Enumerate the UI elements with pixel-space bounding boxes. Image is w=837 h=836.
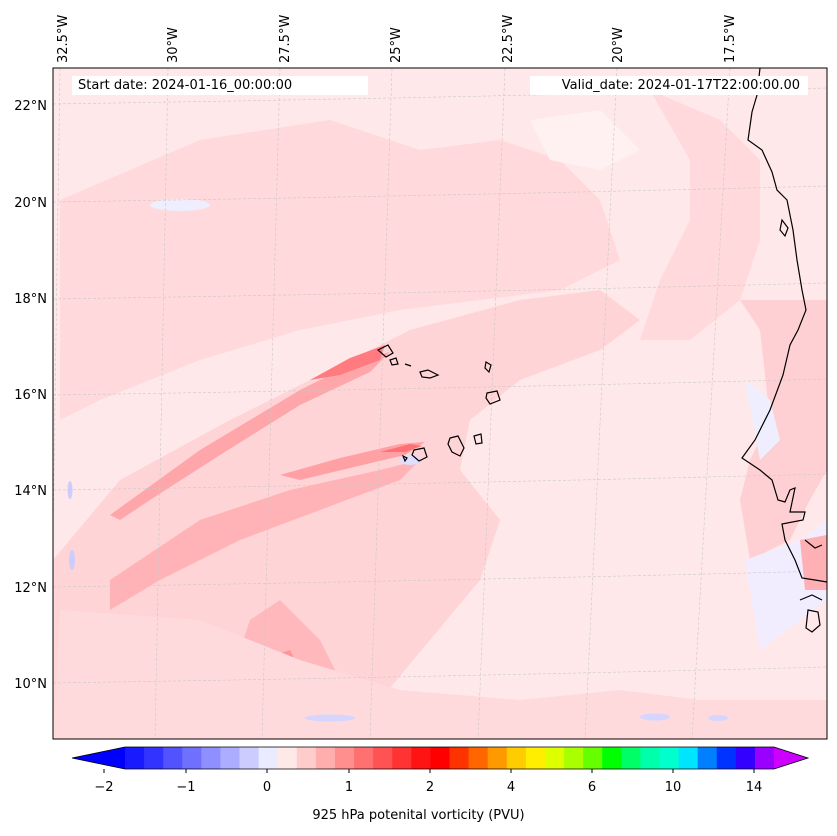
pv-contours (53, 90, 827, 739)
colorbar-cell (163, 747, 183, 769)
colorbar-cell (525, 747, 546, 769)
colorbar-cell (449, 747, 470, 769)
colorbar-tick-label: 0 (263, 780, 271, 795)
colorbar-cell (354, 747, 374, 769)
africa-coastline (741, 68, 827, 583)
map-frame (52, 67, 828, 740)
lon-label: 20°W (611, 27, 626, 63)
colorbar-tick-label: 4 (507, 780, 515, 795)
lat-label: 10°N (14, 677, 47, 692)
lat-label: 16°N (14, 388, 47, 403)
colorbar-tick-label: 2 (426, 780, 434, 795)
valid-date-label: Valid_date: 2024-01-17T22:00:00.00 (530, 76, 808, 95)
colorbar-cell (144, 747, 164, 769)
colorbar-cell (583, 747, 603, 769)
colorbar-cell (277, 747, 298, 769)
colorbar-cell (697, 747, 718, 769)
coastlines (376, 68, 827, 633)
colorbar-cell (487, 747, 508, 769)
colorbar: −2 −1 0 1 2 4 6 10 14 (71, 746, 810, 795)
colorbar-ticks (103, 769, 755, 773)
lat-label: 20°N (14, 196, 47, 211)
lon-label: 25°W (389, 27, 404, 63)
lat-label: 12°N (14, 581, 47, 596)
colorbar-cell (430, 747, 451, 769)
cape-verde-islands (376, 344, 501, 463)
colorbar-cell (564, 747, 584, 769)
colorbar-cell (201, 747, 222, 769)
colorbar-cell (392, 747, 412, 769)
colorbar-cell (621, 747, 641, 769)
lon-label: 32.5°W (56, 15, 71, 63)
longitude-labels: 32.5°W 30°W 27.5°W 25°W 22.5°W 20°W 17.5… (56, 15, 738, 63)
colorbar-tick-labels: −2 −1 0 1 2 4 6 10 14 (94, 780, 762, 795)
colorbar-under-arrow (72, 747, 125, 769)
colorbar-tick-label: 6 (588, 780, 596, 795)
lon-label: 17.5°W (723, 15, 738, 63)
colorbar-tick-label: 14 (746, 780, 763, 795)
colorbar-tick-label: 1 (345, 780, 353, 795)
latitude-labels: 22°N 20°N 18°N 16°N 14°N 12°N 10°N (14, 99, 47, 692)
colorbar-cell (182, 747, 202, 769)
lat-label: 14°N (14, 484, 47, 499)
lat-label: 18°N (14, 292, 47, 307)
colorbar-cell (258, 747, 279, 769)
colorbar-cell (716, 747, 737, 769)
colorbar-cell (296, 747, 317, 769)
colorbar-tick-label: 10 (665, 780, 682, 795)
colorbar-cell (678, 747, 699, 769)
colorbar-cell (544, 747, 565, 769)
colorbar-cell (239, 747, 260, 769)
colorbar-tick-label: −2 (94, 780, 113, 795)
colorbar-cell (640, 747, 661, 769)
colorbar-cells (125, 747, 775, 769)
start-date-label: Start date: 2024-01-16_00:00:00 (72, 76, 368, 95)
colorbar-cell (220, 747, 241, 769)
colorbar-cell (506, 747, 527, 769)
graticule (53, 68, 827, 739)
colorbar-cell (373, 747, 393, 769)
colorbar-tick-label: −1 (176, 780, 195, 795)
colorbar-title: 925 hPa potenital vorticity (PVU) (312, 808, 525, 823)
colorbar-cell (125, 747, 145, 769)
colorbar-over-arrow (774, 747, 808, 769)
colorbar-outline (71, 746, 810, 770)
colorbar-cell (659, 747, 680, 769)
colorbar-cell (754, 747, 775, 769)
colorbar-cell (411, 747, 432, 769)
map-panel (53, 68, 827, 739)
lon-label: 27.5°W (278, 15, 293, 63)
lon-label: 30°W (166, 27, 181, 63)
lat-label: 22°N (14, 99, 47, 114)
colorbar-cell (468, 747, 489, 769)
colorbar-cell (315, 747, 336, 769)
colorbar-cell (334, 747, 355, 769)
colorbar-cell (735, 747, 756, 769)
lon-label: 22.5°W (501, 15, 516, 63)
colorbar-cell (602, 747, 622, 769)
